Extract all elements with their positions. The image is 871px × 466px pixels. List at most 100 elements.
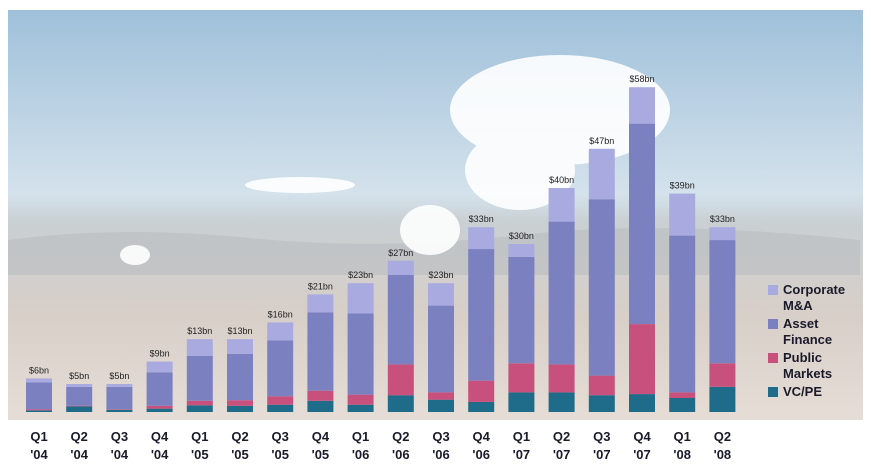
bar-segment (267, 340, 294, 397)
bar-segment (26, 410, 52, 412)
legend-item: Public Markets (768, 350, 861, 382)
bar-segment (267, 404, 294, 412)
total-label: $47bn (589, 136, 614, 146)
total-label: $33bn (710, 214, 735, 224)
total-label: $23bn (348, 270, 373, 280)
bar-segment (186, 400, 213, 406)
bar-segment (508, 256, 535, 364)
bar-segment (347, 283, 374, 314)
legend-label: Asset Finance (783, 316, 833, 347)
bar-segment (186, 356, 213, 401)
bar-segment (106, 409, 133, 412)
bar-segment (106, 409, 133, 410)
bar-segment (186, 405, 213, 412)
bar-segment (468, 249, 495, 381)
bar-segment (629, 123, 655, 325)
x-tick-label: Q3 '04 (110, 429, 129, 462)
bar-segment (548, 364, 575, 393)
bar-segment (146, 408, 173, 412)
legend-swatch (768, 387, 778, 397)
x-tick-label: Q1 '08 (673, 429, 691, 462)
bar-segment (669, 398, 696, 412)
legend-item: Asset Finance (768, 316, 861, 348)
bar-segment (548, 221, 575, 365)
legend-item: VC/PE (768, 384, 861, 400)
bar-segment (26, 409, 52, 411)
total-label: $5bn (69, 371, 89, 381)
total-label: $5bn (109, 371, 129, 381)
bar-segment (307, 400, 334, 412)
x-tick-label: Q3 '06 (432, 429, 450, 462)
total-label: $9bn (150, 349, 170, 359)
total-label: $30bn (509, 231, 534, 241)
bar-segment (508, 392, 535, 412)
bar-segment (66, 384, 93, 387)
bar-segment (227, 405, 253, 412)
bar-segment (508, 244, 535, 257)
x-tick-label: Q1 '05 (191, 429, 209, 462)
legend-item: Corporate M&A (768, 282, 861, 314)
label-band (8, 420, 863, 466)
bar-segment (428, 392, 454, 400)
bar-segment (588, 375, 615, 396)
x-tick-label: Q4 '04 (150, 429, 169, 462)
legend-label: VC/PE (783, 384, 823, 399)
x-tick-label: Q2 '08 (713, 429, 732, 462)
bar-segment (347, 404, 374, 412)
x-tick-label: Q4 '07 (633, 429, 651, 462)
bar-segment (106, 384, 133, 387)
bar-segment (629, 394, 655, 412)
bar-segment (307, 294, 334, 313)
bar-segment (669, 193, 696, 236)
bar-segment (66, 405, 93, 407)
x-tick-label: Q2 '05 (231, 429, 249, 462)
x-tick-label: Q1 '07 (512, 429, 531, 462)
bar-segment (387, 364, 414, 396)
x-tick-label: Q3 '07 (593, 429, 611, 462)
x-tick-label: Q2 '06 (392, 429, 410, 462)
bar-segment (428, 399, 454, 412)
bar-segment (227, 339, 253, 354)
bar-segment (146, 372, 173, 406)
total-label: $13bn (187, 326, 212, 336)
bar-segment (26, 378, 52, 383)
legend-swatch (768, 319, 778, 329)
total-label: $40bn (549, 175, 574, 185)
bar-segment (146, 405, 173, 409)
bar-segment (428, 283, 454, 306)
bar-segment (267, 396, 294, 405)
total-label: $33bn (469, 214, 494, 224)
bar-segment (629, 87, 655, 124)
bar-segment (629, 324, 655, 395)
clouds (120, 55, 670, 265)
bar-segment (428, 305, 454, 393)
x-tick-label: Q1 '04 (30, 429, 48, 462)
bar-segment (387, 260, 414, 275)
bar-segment (588, 199, 615, 376)
bar-segment (146, 361, 173, 373)
total-label: $27bn (388, 248, 413, 258)
bar-segment (307, 312, 334, 391)
bar-segment (307, 390, 334, 401)
total-label: $16bn (268, 309, 293, 319)
x-tick-label: Q1 '06 (351, 429, 370, 462)
legend-swatch (768, 285, 778, 295)
x-tick-label: Q2 '04 (70, 429, 88, 462)
legend-swatch (768, 353, 778, 363)
bar-segment (227, 353, 253, 401)
total-label: $21bn (308, 281, 333, 291)
bar-segment (106, 386, 133, 410)
bar-segment (669, 392, 696, 398)
bar-segment (347, 313, 374, 395)
bar-segment (709, 240, 736, 364)
x-tick-label: Q3 '05 (271, 429, 289, 462)
total-label: $58bn (629, 74, 654, 84)
x-tick-label: Q2 '07 (552, 429, 571, 462)
bar-segment (669, 235, 696, 393)
legend-label: Public Markets (783, 350, 833, 381)
bar-segment (227, 400, 253, 406)
bar-segment (468, 401, 495, 412)
bar-segment (387, 274, 414, 365)
total-label: $39bn (670, 181, 695, 191)
